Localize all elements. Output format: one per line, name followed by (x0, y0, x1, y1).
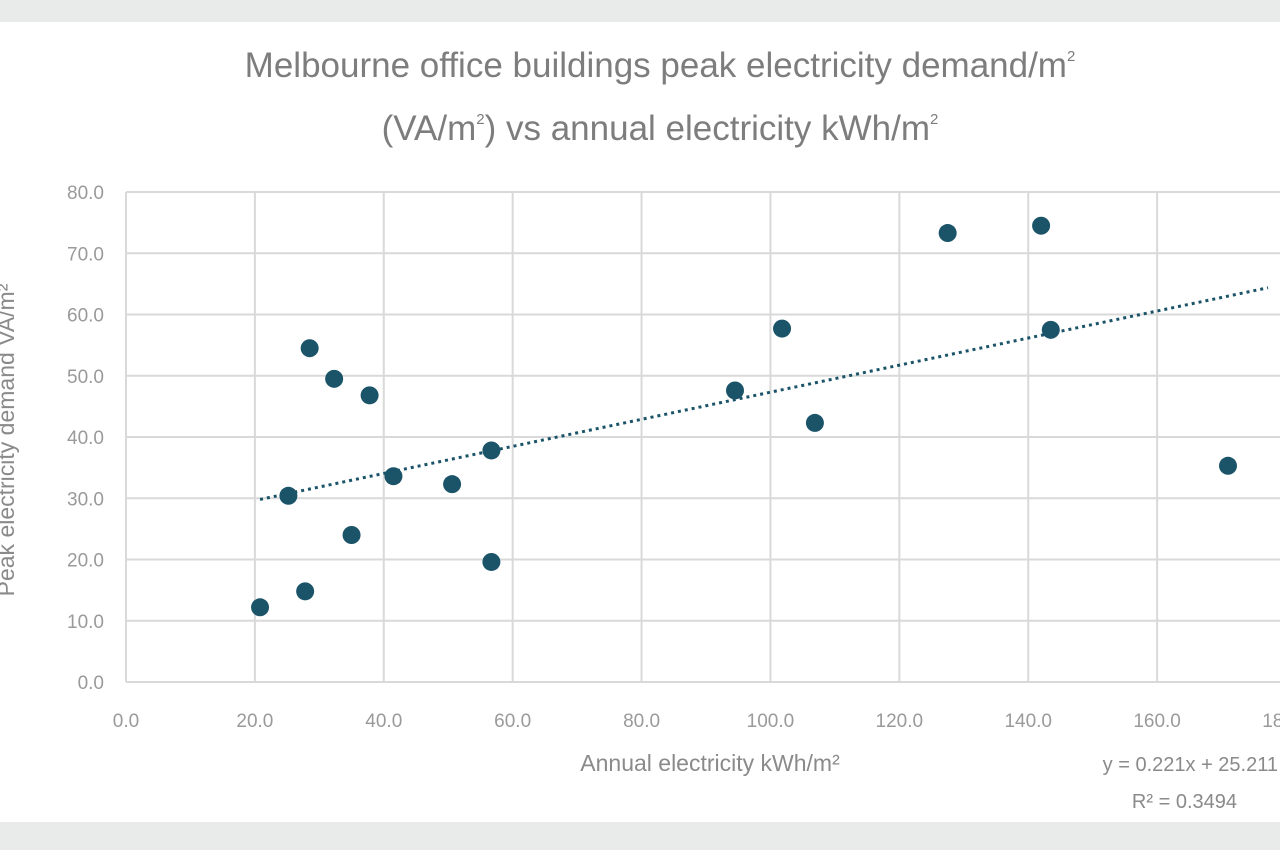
trendline-r-squared: R² = 0.3494 (1132, 791, 1237, 813)
x-tick-label: 80.0 (623, 711, 660, 732)
y-tick-label: 40.0 (67, 428, 104, 449)
scatter-point (726, 381, 744, 400)
y-axis-title: Peak electricity demand VA/m² (0, 283, 19, 596)
gridlines (125, 191, 1280, 683)
y-tick-label: 0.0 (78, 673, 104, 694)
data-points (251, 216, 1237, 617)
x-tick-label: 0.0 (113, 711, 139, 732)
x-tick-label: 100.0 (747, 711, 795, 732)
scatter-point (805, 413, 824, 432)
x-tick-label: 60.0 (494, 711, 531, 732)
y-tick-label: 60.0 (67, 306, 104, 327)
trendline (259, 286, 1269, 501)
scatter-point (1041, 320, 1060, 339)
x-axis-title: Annual electricity kWh/m² (580, 750, 840, 776)
scatter-point (482, 441, 501, 460)
y-tick-label: 80.0 (67, 183, 104, 204)
x-tick-label: 180.0 (1262, 711, 1280, 732)
scatter-point (300, 339, 319, 358)
scatter-point (773, 319, 792, 338)
scatter-point (325, 369, 344, 388)
x-tick-label: 140.0 (1004, 711, 1052, 732)
x-tick-label: 20.0 (236, 711, 273, 732)
scatter-point (482, 552, 501, 571)
scatter-point (938, 224, 957, 243)
scatter-point (1032, 216, 1051, 235)
scatter-point (443, 475, 462, 494)
scatter-point (251, 598, 270, 617)
x-tick-label: 40.0 (365, 711, 402, 732)
y-tick-label: 50.0 (67, 367, 104, 388)
x-tick-label: 160.0 (1133, 711, 1181, 732)
y-tick-label: 10.0 (67, 612, 104, 633)
y-tick-label: 30.0 (67, 489, 104, 510)
chart-title-line-1: Melbourne office buildings peak electric… (244, 46, 1076, 85)
scatter-point (279, 486, 298, 505)
scatter-point (296, 582, 315, 601)
chart-title-line-2: (VA/m2) vs annual electricity kWh/m2 (381, 109, 939, 148)
trendline-equation: y = 0.221x + 25.211 (1103, 754, 1278, 776)
scatter-point (360, 386, 379, 405)
scatter-point (1219, 456, 1237, 475)
y-axis-ticks: 0.0 10.0 20.0 30.0 40.0 50.0 60.0 70.0 80.0 (67, 183, 104, 694)
chart-title: Melbourne office buildings peak electric… (0, 30, 1280, 156)
scatter-point (342, 526, 361, 544)
scatter-point (384, 467, 403, 486)
y-tick-label: 70.0 (67, 244, 104, 265)
x-axis-ticks: 0.0 20.0 40.0 60.0 80.0 100.0 120.0 140.0 160.0 1… (113, 711, 1280, 732)
chart-card (0, 22, 1280, 822)
y-tick-label: 20.0 (67, 551, 104, 572)
x-tick-label: 120.0 (876, 711, 924, 732)
